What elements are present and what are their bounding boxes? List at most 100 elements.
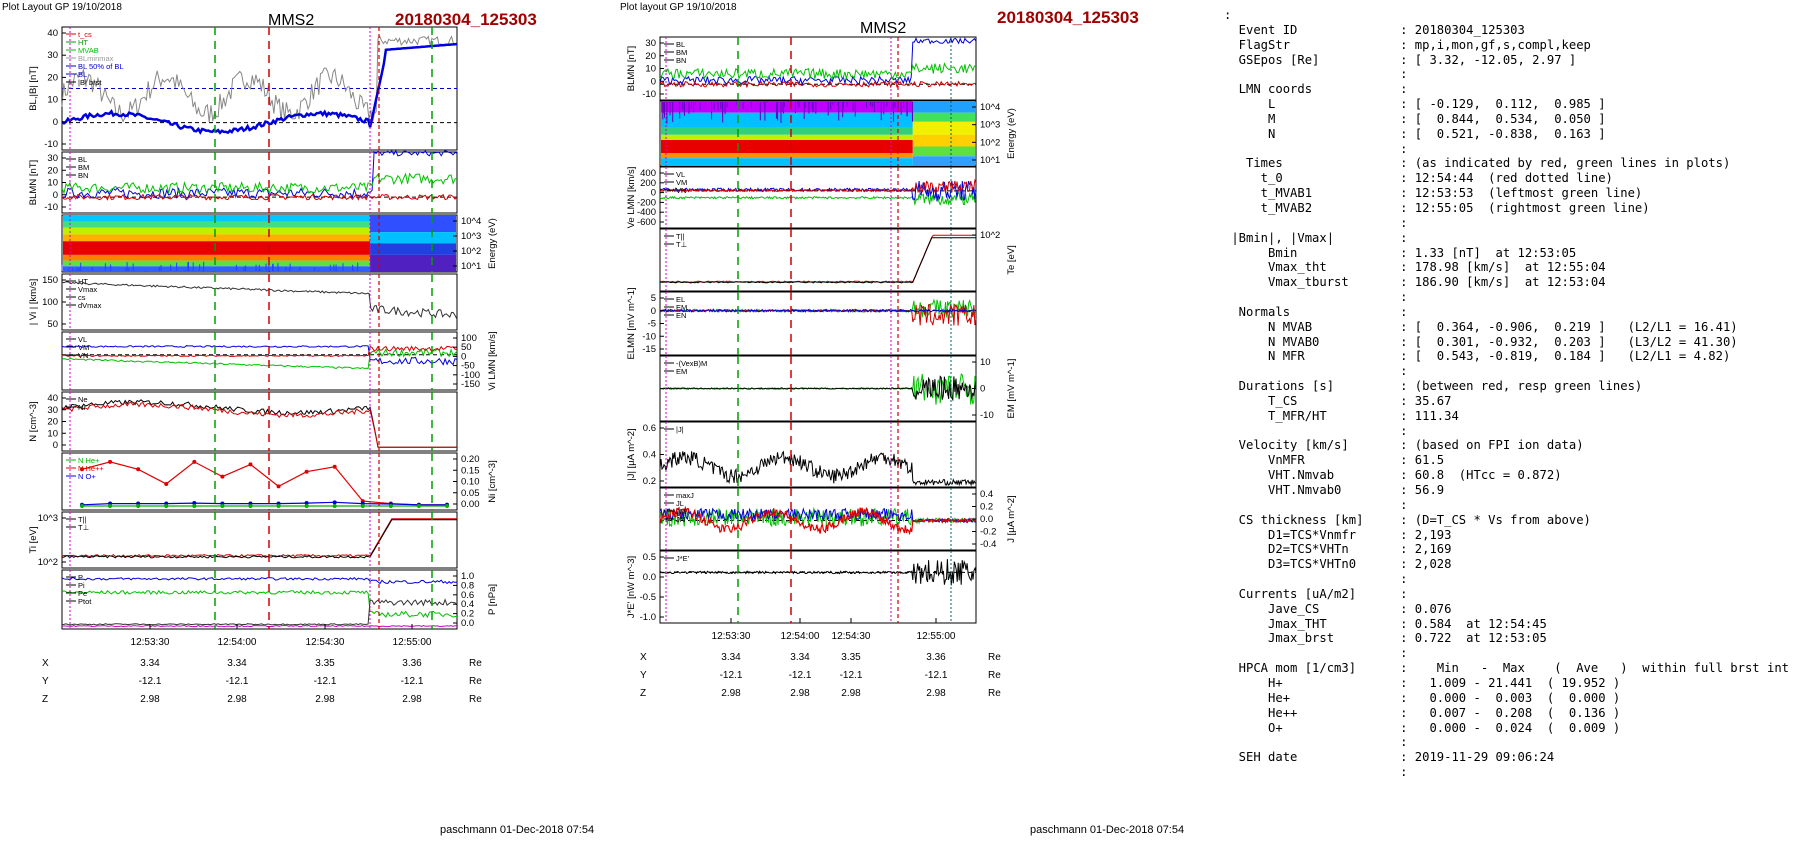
ephem-value: -12.1: [720, 670, 743, 681]
summary-key: [1224, 646, 1400, 660]
summary-row: :: [1224, 498, 1800, 513]
x-tick-label: 12:54:30: [832, 631, 871, 642]
summary-value: : 178.98 [km/s] at 12:55:04: [1400, 260, 1606, 275]
data-point: [332, 500, 337, 505]
summary-row: t_MVAB2 : 12:55:05 (rightmost green line…: [1224, 201, 1800, 216]
x-tick-label: 12:53:30: [131, 637, 170, 648]
data-point: [108, 504, 113, 508]
summary-key: t_0: [1224, 171, 1401, 186]
bm-trace: [659, 62, 977, 81]
summary-value: :: [1400, 497, 1408, 512]
spectrogram-band: [661, 140, 913, 153]
data-point: [220, 504, 225, 508]
summary-row: L : [ -0.129, 0.112, 0.985 ]: [1224, 97, 1800, 112]
summary-row: Velocity [km/s] : (based on FPI ion data…: [1224, 438, 1800, 453]
summary-row: :: [1224, 67, 1800, 82]
y-axis-label: Ti [eV]: [28, 526, 39, 553]
summary-row: D3=TCS*VHTn0 : 2,028: [1224, 557, 1800, 572]
panel-j: 0.6 0.4 0.2 |J| [µA m^-2] |J|: [626, 421, 977, 488]
y-tick-label: -10: [642, 331, 656, 342]
summary-value: : (D=T_CS * Vs from above): [1400, 512, 1591, 527]
y-tick-label: -150: [461, 379, 480, 390]
y-tick-label: 30: [47, 50, 58, 61]
legend-label: JM: [676, 507, 686, 516]
y-tick-label: 10^1: [461, 261, 481, 272]
spectrogram-band: [63, 227, 371, 235]
summary-row: Jmax_THT : 0.584 at 12:54:45: [1224, 617, 1800, 632]
ephem-value: 2.98: [841, 688, 861, 699]
y-tick-label: 0.4: [980, 489, 993, 500]
data-point: [332, 464, 337, 469]
summary-row: SEH date : 2019-11-29 09:06:24: [1224, 750, 1800, 765]
legend-label: Ptot: [78, 597, 92, 606]
summary-row: Vmax_tht : 178.98 [km/s] at 12:55:04: [1224, 260, 1800, 275]
summary-row: :: [1224, 735, 1800, 750]
y-tick-label: 0: [651, 306, 656, 317]
ephem-value: 3.35: [315, 658, 335, 669]
y-tick-label: -0.5: [640, 592, 656, 603]
ephem-name: X: [42, 658, 49, 669]
ephem-value: -12.1: [139, 676, 162, 687]
ptot-trace: [61, 624, 457, 628]
y-tick-label: 0.15: [461, 465, 480, 476]
y-axis-label: N [cm^-3]: [28, 401, 39, 441]
summary-key: Normals: [1224, 304, 1401, 319]
footer: paschmann 01-Dec-2018 07:54: [1030, 824, 1184, 836]
summary-key: [1224, 765, 1400, 779]
footer: paschmann 01-Dec-2018 07:54: [440, 824, 594, 836]
summary-value: : 20180304_125303: [1400, 22, 1525, 37]
y-axis-label: ELMN [mV m^-1]: [626, 287, 637, 359]
ephem-value: -12.1: [401, 676, 424, 687]
spectrogram-band: [661, 101, 913, 113]
y-axis-label: J [µA m^-2]: [1006, 495, 1017, 542]
legend-label: VL: [78, 335, 87, 344]
summary-row: :: [1224, 290, 1800, 305]
summary-value: : 0.722 at 12:53:05: [1400, 631, 1547, 646]
summary-row: VnMFR : 61.5: [1224, 453, 1800, 468]
t-par-trace: [61, 518, 457, 558]
summary-value: : 35.67: [1400, 393, 1452, 408]
legend-label: -(VexB)M: [676, 359, 707, 368]
legend-label: EL: [676, 295, 685, 304]
legend-label: BM: [676, 48, 687, 57]
summary-row: :: [1224, 216, 1800, 231]
y-tick-label: 0.05: [461, 488, 480, 499]
y-axis-label: Vi LMN [km/s]: [487, 332, 498, 391]
je-trace: [659, 559, 977, 586]
ephem-value: 2.98: [402, 694, 422, 705]
ephem-unit: Re: [988, 688, 1001, 699]
legend-label: MVAB: [78, 46, 99, 55]
summary-value: :: [1400, 141, 1408, 156]
y-tick-label: -10: [642, 89, 656, 100]
summary-key: [1224, 735, 1400, 749]
summary-key: :: [1224, 8, 1401, 22]
legend-label: Vmax: [78, 285, 97, 294]
y-tick-label: -10: [44, 139, 58, 150]
summary-key: VHT.Nmvab0: [1224, 483, 1401, 497]
panel-spec: 10^4 10^3 10^2 10^1 Energy (eV): [659, 100, 1017, 167]
summary-value: : 111.34: [1400, 408, 1459, 423]
y-tick-label: 40: [47, 28, 58, 39]
summary-key: D1=TCS*Vnmfr: [1224, 527, 1401, 542]
legend-label: P: [78, 573, 83, 582]
panel-frame: [659, 421, 977, 488]
legend-label: Ni: [78, 403, 85, 412]
te-perp-trace: [659, 237, 976, 284]
p-trace: [61, 577, 458, 585]
y-tick-label: 100: [42, 297, 58, 308]
bl-trace: [61, 149, 458, 200]
y-tick-label: 30: [645, 38, 656, 49]
summary-key: Durations [s]: [1224, 379, 1401, 394]
summary-row: Event ID : 20180304_125303: [1224, 23, 1800, 38]
spectrogram-band: [63, 221, 371, 228]
y-tick-label: 0.2: [643, 476, 656, 487]
y-tick-label: 0: [980, 384, 985, 395]
y-axis-label: J*E' [nW m^-3]: [626, 556, 637, 618]
summary-key: Event ID: [1224, 22, 1401, 37]
legend-label: BL: [78, 70, 87, 79]
spectrogram-band: [370, 215, 456, 233]
legend-label: JL: [676, 499, 684, 508]
